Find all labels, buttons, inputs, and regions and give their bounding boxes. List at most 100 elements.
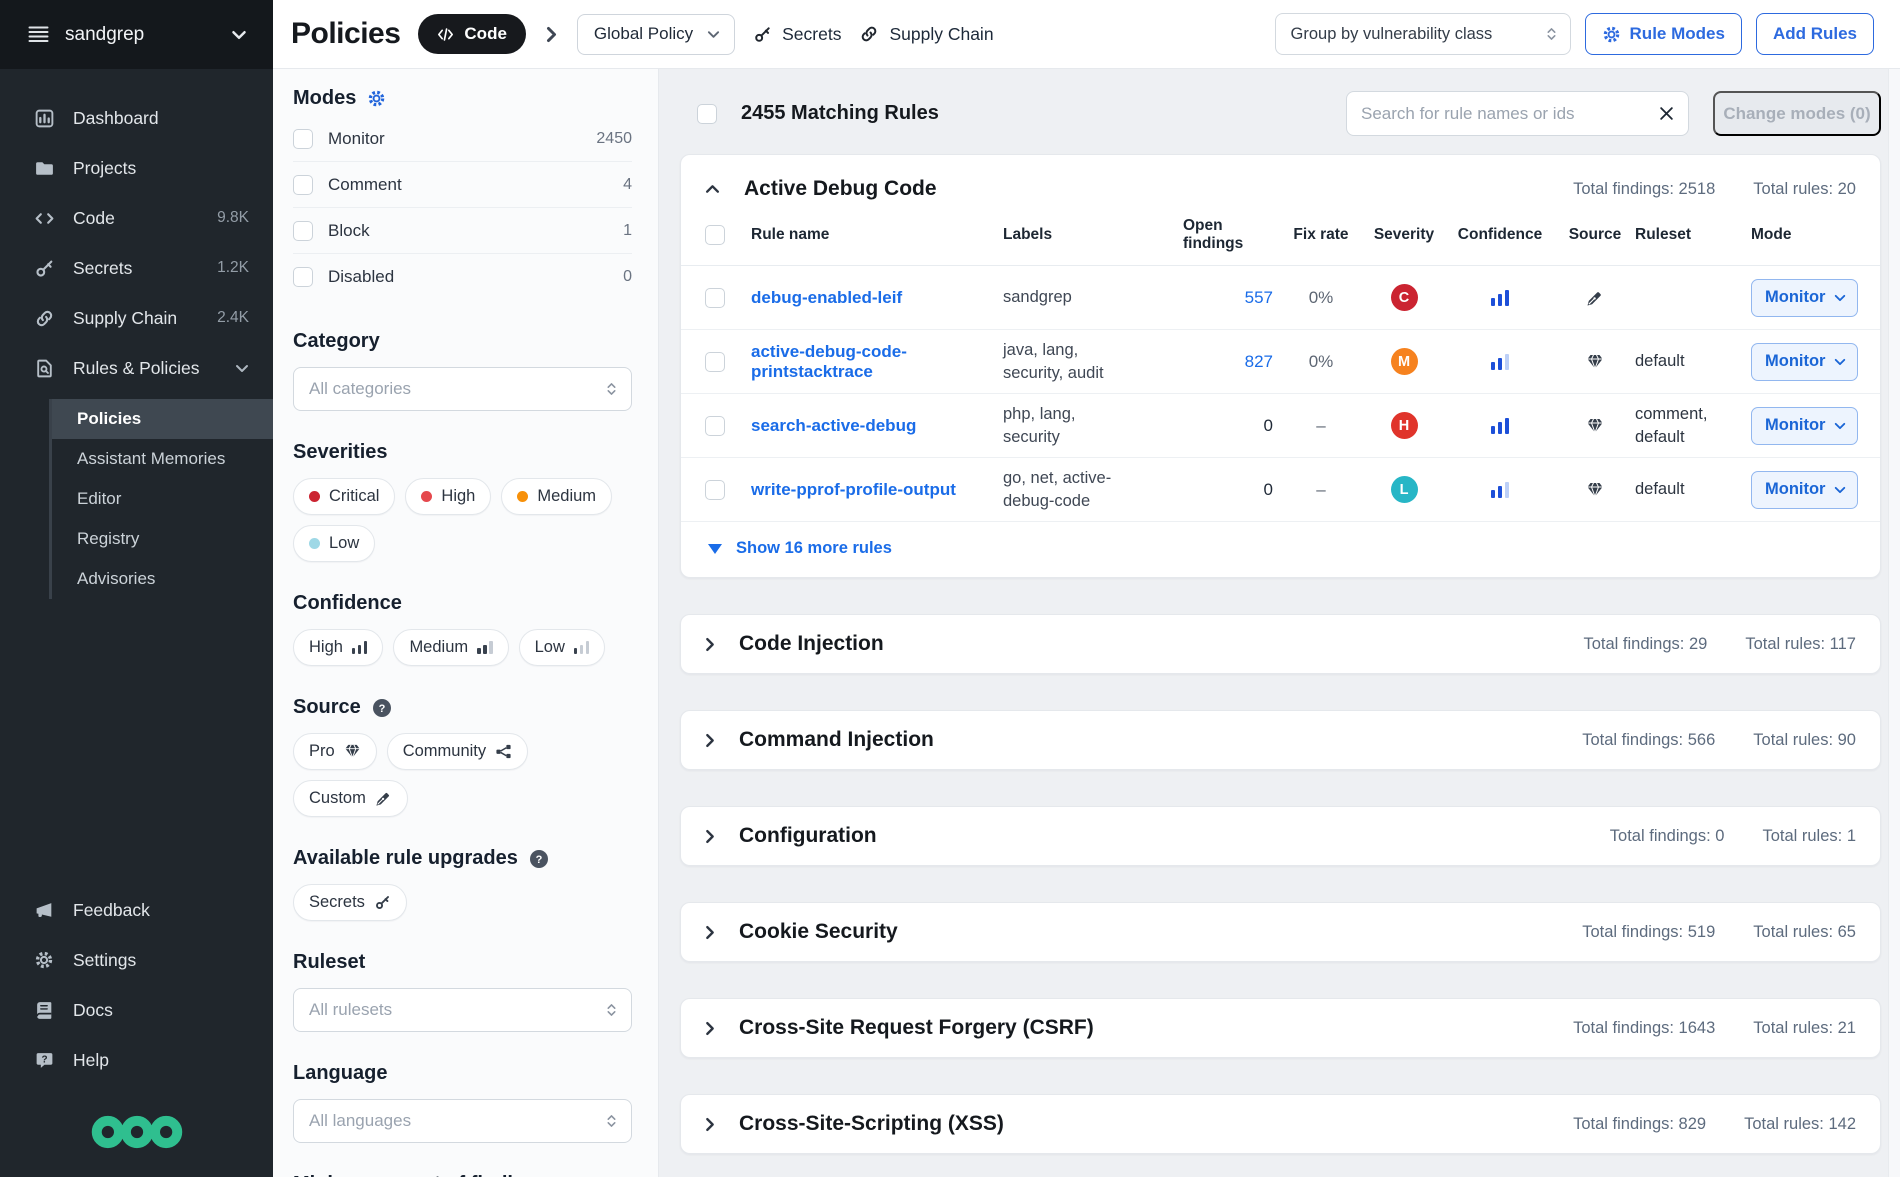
confidence-chip-low[interactable]: Low: [519, 629, 606, 666]
modes-settings-gear-icon[interactable]: [367, 89, 386, 108]
chevron-right-icon[interactable]: [705, 829, 715, 844]
language-select[interactable]: All languages: [293, 1099, 632, 1143]
sidebar-item-code[interactable]: Code 9.8K: [0, 193, 273, 243]
tab-code-product[interactable]: Code: [418, 14, 526, 54]
severity-dot: [309, 491, 320, 502]
section-header[interactable]: Code Injection Total findings: 29 Total …: [681, 615, 1880, 673]
gear-icon: [1602, 25, 1621, 44]
mode-dropdown[interactable]: Monitor: [1751, 471, 1858, 509]
org-switcher[interactable]: sandgrep: [0, 0, 273, 69]
chevron-right-icon[interactable]: [705, 1117, 715, 1132]
select-all-checkbox[interactable]: [697, 104, 717, 124]
mode-dropdown[interactable]: Monitor: [1751, 407, 1858, 445]
severity-chip-high[interactable]: High: [405, 478, 491, 515]
chevron-right-icon[interactable]: [705, 637, 715, 652]
rule-name-link[interactable]: active-debug-code-printstacktrace: [751, 342, 1003, 382]
table-row: search-active-debug php, lang, security …: [681, 394, 1880, 458]
category-select[interactable]: All categories: [293, 367, 632, 411]
scrollbar[interactable]: [1888, 69, 1900, 1177]
confidence-chip-medium[interactable]: Medium: [393, 629, 508, 666]
section-header[interactable]: Cross-Site Request Forgery (CSRF) Total …: [681, 999, 1880, 1057]
sidebar-item-dashboard[interactable]: Dashboard: [0, 93, 273, 143]
tab-secrets-product[interactable]: Secrets: [753, 24, 841, 45]
section-header[interactable]: Active Debug Code Total findings: 2518 T…: [681, 155, 1880, 217]
select-section-checkbox[interactable]: [705, 225, 725, 245]
table-row: active-debug-code-printstacktrace java, …: [681, 330, 1880, 394]
open-findings-count[interactable]: 557: [1245, 288, 1279, 308]
source-chip-custom[interactable]: Custom: [293, 780, 408, 817]
mode-value: Monitor: [1765, 416, 1825, 435]
checkbox[interactable]: [293, 267, 313, 287]
col-mode: Mode: [1751, 226, 1856, 244]
help-circle-icon[interactable]: ?: [372, 698, 392, 718]
show-more-rules-link[interactable]: Show 16 more rules: [681, 522, 1880, 577]
rule-modes-button[interactable]: Rule Modes: [1585, 13, 1742, 55]
search-input[interactable]: [1361, 104, 1649, 124]
sidebar-subitem-assistant-memories[interactable]: Assistant Memories: [52, 439, 273, 479]
row-checkbox[interactable]: [705, 288, 725, 308]
chevron-down-icon: [707, 30, 720, 39]
mode-label: Block: [328, 221, 370, 241]
tab-supply-chain-product[interactable]: Supply Chain: [859, 24, 993, 45]
section-header[interactable]: Configuration Total findings: 0 Total ru…: [681, 807, 1880, 865]
rule-name-link[interactable]: search-active-debug: [751, 416, 1003, 436]
sidebar-item-count: 9.8K: [217, 209, 249, 227]
section-header[interactable]: Cross-Site-Scripting (XSS) Total finding…: [681, 1095, 1880, 1153]
mode-filter-monitor[interactable]: Monitor 2450: [293, 116, 632, 162]
source-chip-pro[interactable]: Pro: [293, 733, 377, 770]
confidence-chip-high[interactable]: High: [293, 629, 383, 666]
sidebar-subitem-label: Policies: [77, 409, 141, 429]
section-header[interactable]: Cookie Security Total findings: 519 Tota…: [681, 903, 1880, 961]
sidebar-item-feedback[interactable]: Feedback: [0, 885, 273, 935]
severity-chip-critical[interactable]: Critical: [293, 478, 395, 515]
source-chip-community[interactable]: Community: [387, 733, 528, 770]
sidebar-item-rules-policies[interactable]: Rules & Policies: [0, 343, 273, 393]
sidebar-item-secrets[interactable]: Secrets 1.2K: [0, 243, 273, 293]
chevron-up-icon[interactable]: [705, 184, 720, 194]
mode-filter-disabled[interactable]: Disabled 0: [293, 254, 632, 300]
group-by-select[interactable]: Group by vulnerability class: [1275, 13, 1571, 55]
chevron-right-icon[interactable]: [705, 733, 715, 748]
col-severity: Severity: [1374, 226, 1434, 244]
mode-filter-block[interactable]: Block 1: [293, 208, 632, 254]
sidebar-subitem-registry[interactable]: Registry: [52, 519, 273, 559]
open-findings-count[interactable]: 827: [1245, 352, 1279, 372]
severity-chip-low[interactable]: Low: [293, 525, 375, 562]
checkbox[interactable]: [293, 221, 313, 241]
sidebar-subitem-editor[interactable]: Editor: [52, 479, 273, 519]
row-checkbox[interactable]: [705, 352, 725, 372]
ruleset-select[interactable]: All rulesets: [293, 988, 632, 1032]
rule-name-link[interactable]: write-pprof-profile-output: [751, 480, 1003, 500]
confidence-filter: Confidence High Medium Low: [293, 592, 632, 666]
upgrade-chip-secrets[interactable]: Secrets: [293, 884, 407, 921]
severity-chip-medium[interactable]: Medium: [501, 478, 612, 515]
sidebar-item-help[interactable]: ? Help: [0, 1035, 273, 1085]
sidebar-item-projects[interactable]: Projects: [0, 143, 273, 193]
sidebar-subitem-label: Advisories: [77, 569, 155, 589]
checkbox[interactable]: [293, 129, 313, 149]
section-header[interactable]: Command Injection Total findings: 566 To…: [681, 711, 1880, 769]
help-circle-icon[interactable]: ?: [529, 849, 549, 869]
row-checkbox[interactable]: [705, 480, 725, 500]
chevron-right-icon[interactable]: [705, 1021, 715, 1036]
row-checkbox[interactable]: [705, 416, 725, 436]
sidebar-item-settings[interactable]: Settings: [0, 935, 273, 985]
sidebar-subitem-policies[interactable]: Policies: [52, 399, 273, 439]
clear-search-icon[interactable]: [1659, 106, 1674, 121]
mode-count: 4: [623, 176, 632, 194]
mode-dropdown[interactable]: Monitor: [1751, 343, 1858, 381]
code-icon: [32, 208, 56, 229]
checkbox[interactable]: [293, 175, 313, 195]
sidebar-item-supply-chain[interactable]: Supply Chain 2.4K: [0, 293, 273, 343]
sidebar-item-docs[interactable]: Docs: [0, 985, 273, 1035]
change-modes-button[interactable]: Change modes (0): [1713, 91, 1881, 136]
confidence-bars-icon: [477, 641, 493, 654]
rule-name-link[interactable]: debug-enabled-leif: [751, 288, 1003, 308]
policy-selector[interactable]: Global Policy: [577, 14, 735, 55]
mode-dropdown[interactable]: Monitor: [1751, 279, 1858, 317]
chevron-right-icon[interactable]: [705, 925, 715, 940]
mode-filter-comment[interactable]: Comment 4: [293, 162, 632, 208]
section-title: Language: [293, 1062, 632, 1085]
add-rules-button[interactable]: Add Rules: [1756, 13, 1874, 55]
sidebar-subitem-advisories[interactable]: Advisories: [52, 559, 273, 599]
